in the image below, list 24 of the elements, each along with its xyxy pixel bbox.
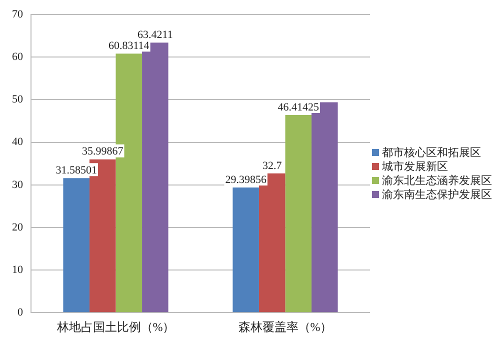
y-tick-label: 40 [12, 136, 24, 148]
bar [63, 178, 90, 312]
data-label: 31.58501 [56, 164, 97, 177]
y-tick-label: 20 [12, 221, 24, 234]
legend-label: 渝东南生态保护发展区 [382, 188, 492, 202]
bar [232, 187, 259, 312]
data-label: 63.4211 [137, 29, 173, 41]
y-tick-label: 0 [18, 306, 24, 318]
legend-label: 城市发展新区 [382, 160, 448, 174]
legend-label: 都市核心区和拓展区 [382, 146, 481, 160]
y-tick-label: 50 [12, 94, 24, 106]
y-tick-label: 30 [12, 178, 24, 191]
data-label: 60.83114 [108, 40, 150, 52]
y-tick-label: 60 [12, 51, 24, 64]
data-label: 32.7 [262, 160, 282, 172]
x-tick-label: 林地占国土比例（%） [56, 320, 175, 334]
bar [285, 115, 312, 312]
y-tick-label: 10 [12, 264, 24, 276]
legend-label: 渝东北生态涵养发展区 [382, 174, 492, 188]
data-label: 29.39856 [225, 174, 267, 186]
x-tick-label: 森林覆盖率（%） [238, 320, 332, 334]
y-tick-label: 70 [12, 8, 24, 20]
data-label: 46.41425 [278, 101, 320, 114]
data-label: 35.99867 [82, 146, 124, 158]
